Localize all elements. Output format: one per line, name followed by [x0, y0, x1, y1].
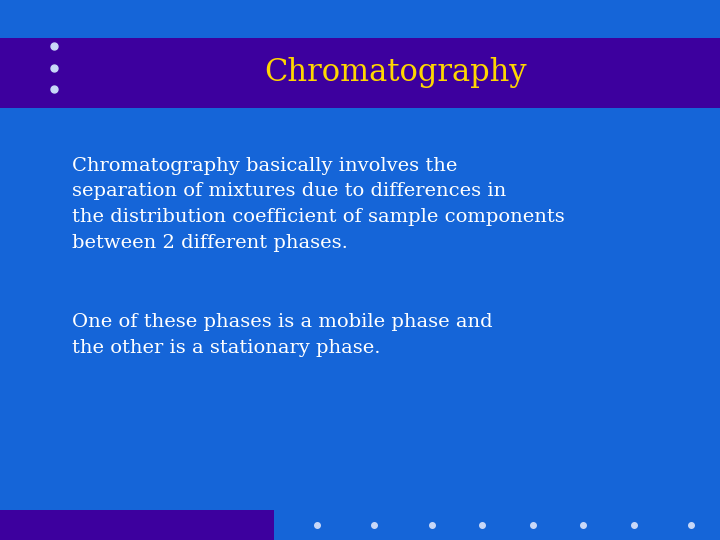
Bar: [0, 38, 720, 108]
Text: Chromatography basically involves the
separation of mixtures due to differences : Chromatography basically involves the se…: [72, 157, 564, 252]
Text: One of these phases is a mobile phase and
the other is a stationary phase.: One of these phases is a mobile phase an…: [72, 313, 492, 357]
Text: Chromatography: Chromatography: [265, 57, 527, 89]
Bar: [0, 510, 274, 540]
